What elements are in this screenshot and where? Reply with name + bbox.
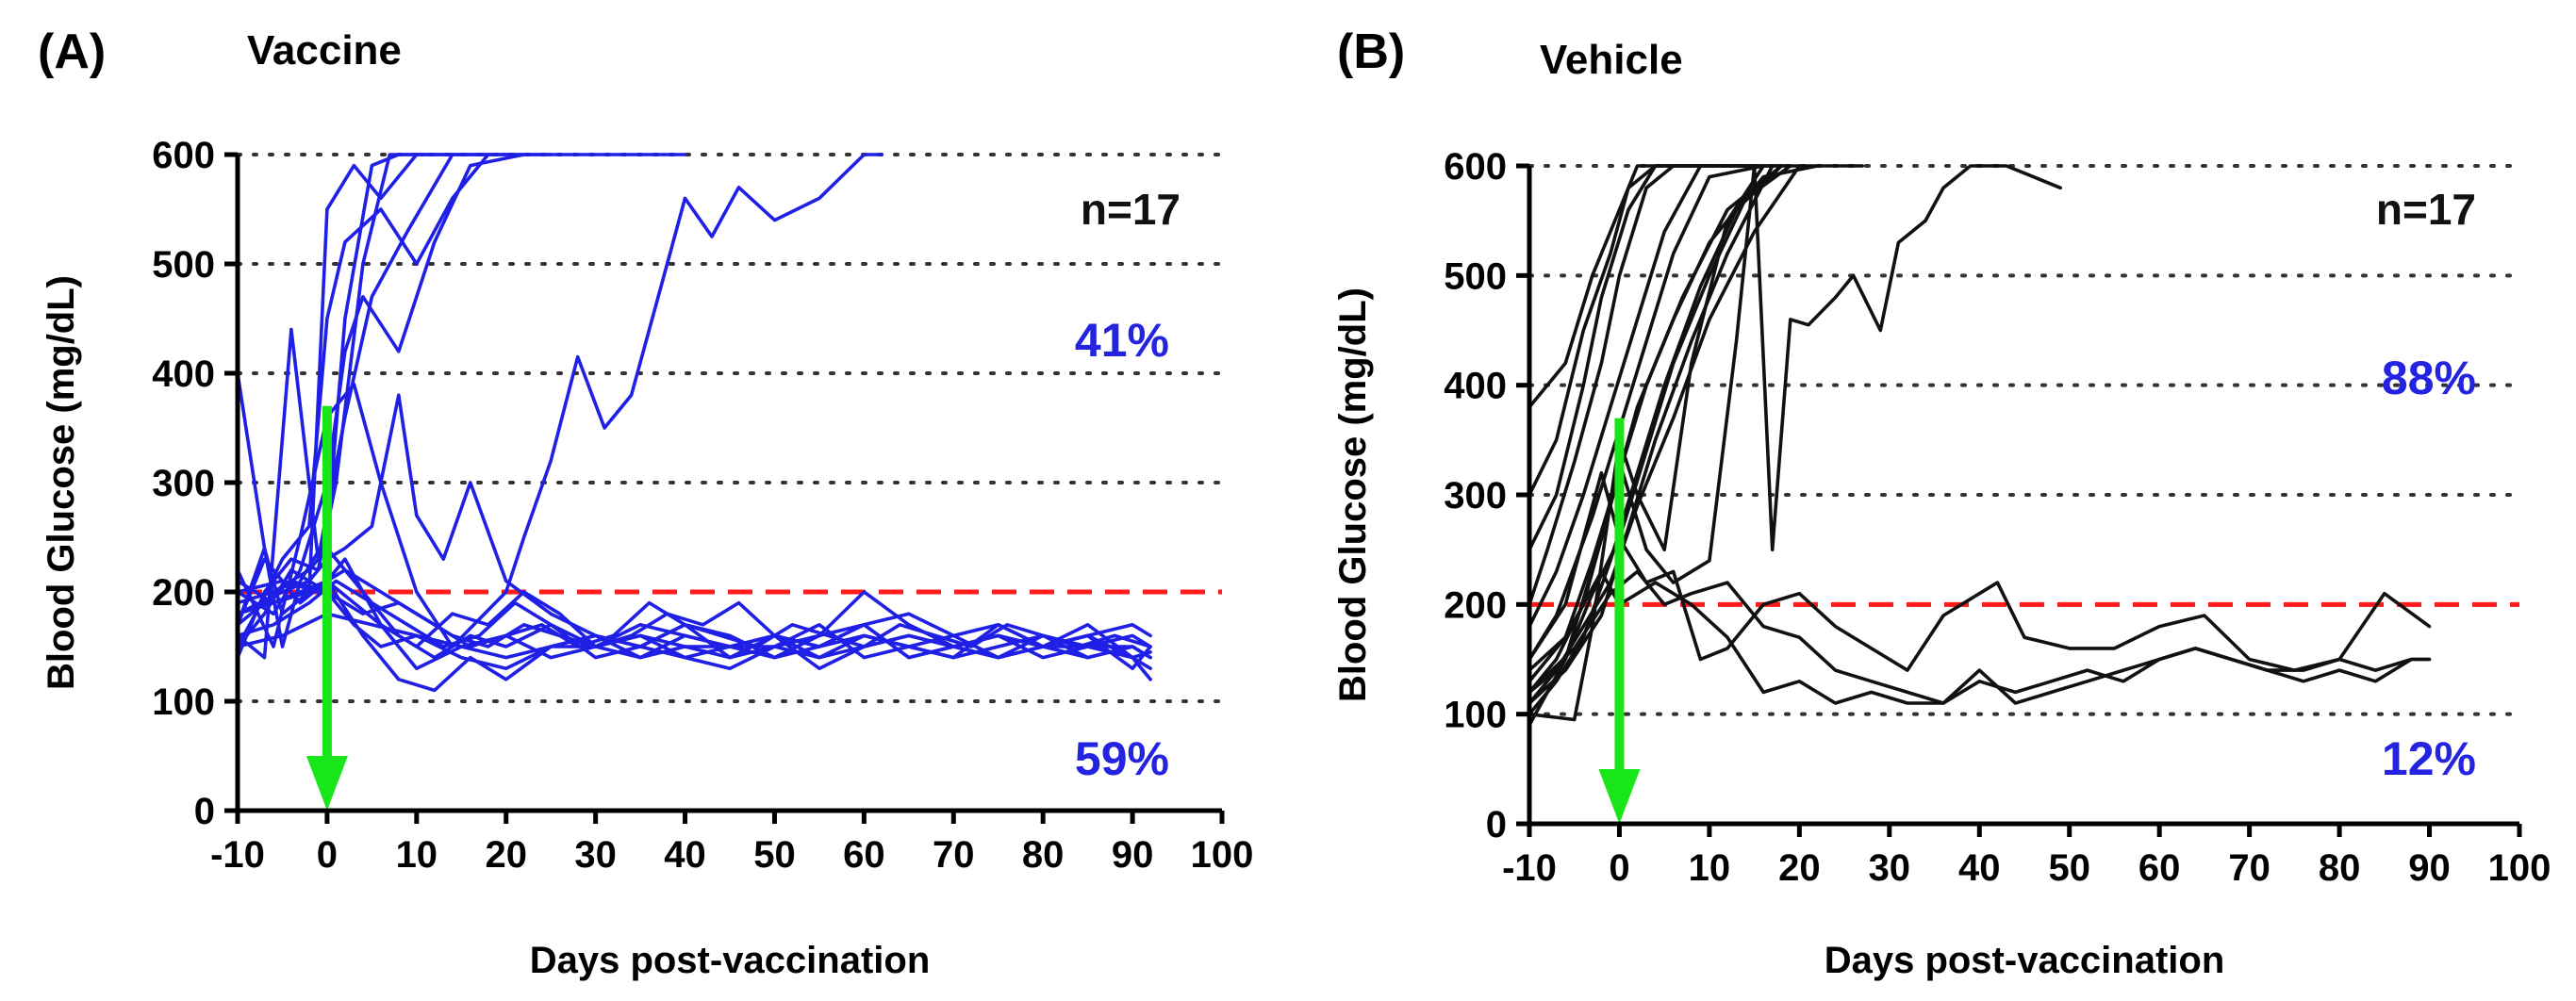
gridlines bbox=[236, 153, 1224, 703]
x-tick-label: 100 bbox=[1191, 834, 1254, 876]
series-line bbox=[1527, 164, 2062, 728]
percent-high-annotation: 88% bbox=[2382, 352, 2476, 404]
series-line bbox=[1527, 470, 2432, 672]
x-tick-label: 40 bbox=[1958, 847, 2001, 889]
y-tick-label: 400 bbox=[1444, 366, 1507, 407]
x-tick-label: 50 bbox=[753, 834, 796, 876]
x-tick-labels: -10 0 10 20 30 40 50 60 70 80 90 100 bbox=[1502, 847, 2551, 889]
y-axis-label: Blood Glucose (mg/dL) bbox=[1332, 287, 1374, 702]
percent-low-annotation: 59% bbox=[1075, 732, 1169, 785]
gridlines bbox=[1527, 164, 2521, 716]
y-tick-label: 600 bbox=[152, 135, 215, 176]
series-line bbox=[236, 153, 884, 648]
x-tick-label: 90 bbox=[1112, 834, 1154, 876]
y-tick-label: 300 bbox=[1444, 475, 1507, 517]
x-tick-labels: -10 0 10 20 30 40 50 60 70 80 90 100 bbox=[210, 834, 1253, 876]
n-annotation: n=17 bbox=[1081, 185, 1181, 234]
axes bbox=[1516, 163, 2522, 837]
arrow-marker bbox=[1598, 418, 1641, 824]
y-tick-label: 200 bbox=[152, 572, 215, 614]
x-tick-label: 20 bbox=[1778, 847, 1821, 889]
y-tick-labels: 0 100 200 300 400 500 600 bbox=[1444, 146, 1507, 845]
x-axis-label: Days post-vaccination bbox=[530, 940, 931, 981]
x-tick-label: 30 bbox=[574, 834, 617, 876]
y-tick-label: 600 bbox=[1444, 146, 1507, 188]
axes bbox=[224, 152, 1225, 824]
y-tick-labels: 0 100 200 300 400 500 600 bbox=[152, 135, 215, 832]
series-line bbox=[236, 612, 1152, 660]
panel-label: (A) bbox=[38, 25, 106, 79]
x-tick-label: 10 bbox=[1689, 847, 1731, 889]
series-line bbox=[1527, 164, 1765, 662]
x-tick-label: 10 bbox=[396, 834, 438, 876]
percent-low-annotation: 12% bbox=[2382, 732, 2476, 785]
x-tick-label: 60 bbox=[843, 834, 885, 876]
y-tick-label: 500 bbox=[1444, 255, 1507, 297]
percent-high-annotation: 41% bbox=[1075, 314, 1169, 367]
x-tick-label: 80 bbox=[1022, 834, 1065, 876]
x-tick-label: 30 bbox=[1869, 847, 1911, 889]
series-line bbox=[1527, 164, 1775, 705]
x-tick-label: 0 bbox=[1609, 847, 1629, 889]
x-tick-label: 70 bbox=[933, 834, 975, 876]
n-annotation: n=17 bbox=[2376, 185, 2476, 234]
series-line bbox=[1527, 569, 2432, 705]
x-tick-label: 70 bbox=[2228, 847, 2271, 889]
y-tick-label: 100 bbox=[152, 681, 215, 723]
data-lines bbox=[1527, 164, 2432, 728]
arrow-marker bbox=[305, 405, 348, 811]
y-axis-label: Blood Glucose (mg/dL) bbox=[41, 275, 82, 690]
series-line bbox=[1527, 164, 1747, 629]
series-line bbox=[236, 153, 526, 616]
panel-title: Vaccine bbox=[247, 27, 402, 74]
series-line bbox=[1527, 164, 1711, 607]
y-tick-label: 200 bbox=[1444, 584, 1507, 626]
y-tick-label: 400 bbox=[152, 353, 215, 395]
data-lines bbox=[236, 153, 1152, 693]
arrow-head bbox=[1598, 769, 1641, 824]
x-tick-label: 60 bbox=[2138, 847, 2181, 889]
x-tick-label: 50 bbox=[2048, 847, 2090, 889]
x-axis-label: Days post-vaccination bbox=[1825, 940, 2225, 981]
x-tick-label: 0 bbox=[317, 834, 338, 876]
series-line bbox=[236, 557, 1152, 660]
y-tick-label: 0 bbox=[1486, 804, 1507, 845]
panel-title: Vehicle bbox=[1540, 37, 1683, 83]
y-tick-label: 0 bbox=[194, 791, 215, 832]
y-tick-label: 100 bbox=[1444, 695, 1507, 736]
series-line bbox=[1527, 164, 1765, 722]
x-tick-label: 20 bbox=[485, 834, 527, 876]
x-tick-label: -10 bbox=[210, 834, 265, 876]
x-tick-label: -10 bbox=[1502, 847, 1557, 889]
x-tick-label: 90 bbox=[2408, 847, 2451, 889]
panel-label: (B) bbox=[1337, 25, 1405, 79]
y-tick-label: 500 bbox=[152, 244, 215, 286]
series-line bbox=[236, 579, 1152, 648]
x-tick-label: 40 bbox=[664, 834, 706, 876]
series-line bbox=[1527, 569, 2432, 705]
x-tick-label: 80 bbox=[2319, 847, 2361, 889]
series-line bbox=[1527, 164, 1792, 705]
arrow-head bbox=[305, 756, 348, 811]
x-tick-label: 100 bbox=[2488, 847, 2551, 889]
y-tick-label: 300 bbox=[152, 463, 215, 504]
